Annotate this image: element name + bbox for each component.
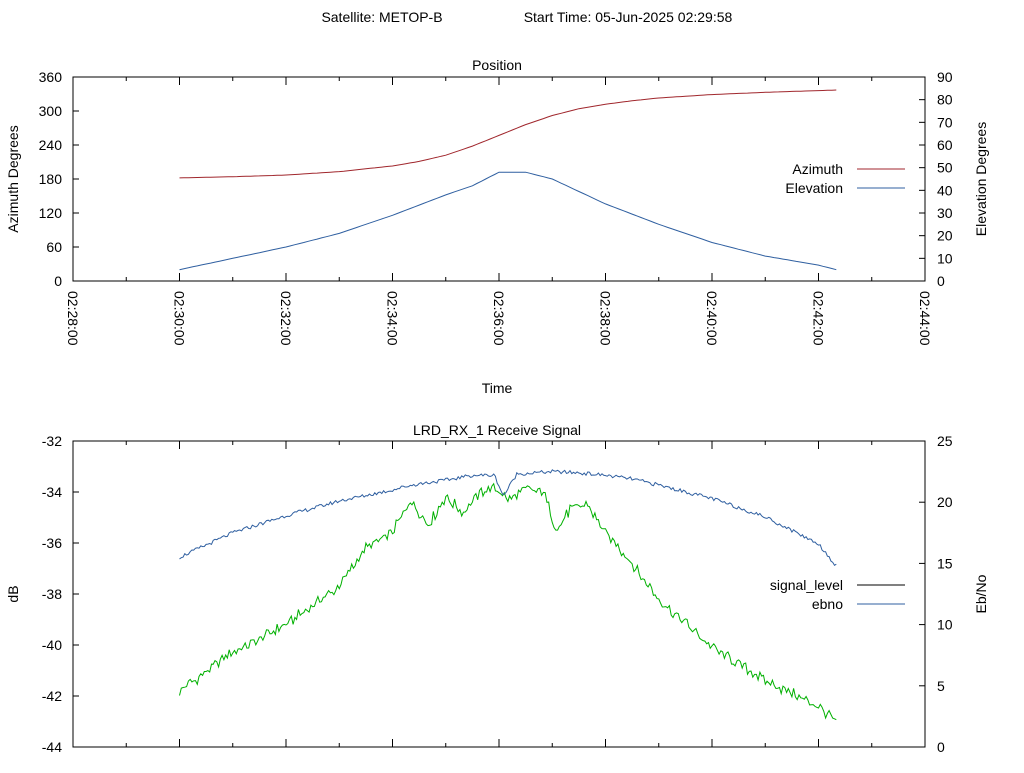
receive-signal-panel: LRD_RX_1 Receive Signal -44-42-40-38-36-…: [5, 422, 989, 755]
y-tick-label: -36: [42, 535, 62, 551]
x-tick-label: 02:32:00: [278, 291, 294, 346]
y-tick-label: -42: [42, 688, 62, 704]
elevation-axis-label: Elevation Degrees: [973, 122, 989, 236]
y2-tick-label: 0: [937, 273, 945, 289]
y2-tick-label: 30: [937, 205, 953, 221]
legend-elevation-label: Elevation: [785, 180, 843, 196]
y-tick-label: -40: [42, 637, 62, 653]
y2-tick-label: 70: [937, 114, 953, 130]
position-plot-frame: [72, 76, 926, 282]
y-tick-label: -38: [42, 586, 62, 602]
y-tick-label: 120: [39, 205, 63, 221]
y2-tick-label: 0: [937, 739, 945, 755]
x-tick-label: 02:42:00: [811, 291, 827, 346]
receive-legend: signal_level ebno: [770, 577, 905, 612]
x-tick-label: 02:36:00: [491, 291, 507, 346]
y2-tick-label: 20: [937, 494, 953, 510]
y-tick-label: 360: [39, 69, 63, 85]
y2-tick-label: 5: [937, 678, 945, 694]
x-tick-label: 02:38:00: [598, 291, 614, 346]
db-axis-label: dB: [5, 585, 21, 602]
y2-tick-label: 80: [937, 92, 953, 108]
azimuth-series-line: [179, 89, 837, 179]
position-series: [179, 89, 837, 271]
y-tick-label: -34: [42, 484, 62, 500]
time-axis-label: Time: [482, 380, 513, 396]
legend-ebno-label: ebno: [812, 596, 843, 612]
y-tick-label: -32: [42, 433, 62, 449]
ebno-series-line: [179, 469, 837, 566]
x-tick-label: 02:28:00: [65, 291, 81, 346]
y2-tick-label: 15: [937, 555, 953, 571]
position-ticks: 0 60 120 180 240 300 360 0 10 20 30 40 50 60 70 80 90 02:…: [39, 69, 953, 346]
receive-ticks: -44 -42 -40 -38 -36 -34 -32 0 5 10 15 20 25: [42, 433, 953, 755]
y2-tick-label: 20: [937, 228, 953, 244]
x-tick-label: 02:40:00: [704, 291, 720, 346]
y2-tick-label: 90: [937, 69, 953, 85]
satellite-label: Satellite: METOP-B: [321, 9, 442, 25]
y2-tick-label: 10: [937, 250, 953, 266]
azimuth-axis-label: Azimuth Degrees: [5, 125, 21, 232]
position-panel: Position 0 60 120 180 240 300 360 0 10 20 30 40 50 60…: [5, 57, 989, 396]
y2-tick-label: 40: [937, 182, 953, 198]
y2-tick-label: 10: [937, 617, 953, 633]
ebno-axis-label: Eb/No: [973, 574, 989, 613]
y-tick-label: 180: [39, 171, 63, 187]
y-tick-label: 60: [46, 239, 62, 255]
position-legend: Azimuth Elevation: [785, 161, 905, 196]
receive-signal-title: LRD_RX_1 Receive Signal: [413, 422, 581, 438]
y-tick-label: 300: [39, 103, 63, 119]
y2-tick-label: 50: [937, 160, 953, 176]
y2-tick-label: 25: [937, 433, 953, 449]
x-tick-label: 02:44:00: [917, 291, 933, 346]
elevation-series-line: [179, 171, 837, 271]
x-tick-label: 02:34:00: [385, 291, 401, 346]
y-tick-label: 240: [39, 137, 63, 153]
start-time-label: Start Time: 05-Jun-2025 02:29:58: [524, 9, 733, 25]
position-title: Position: [472, 57, 522, 73]
y2-tick-label: 60: [937, 137, 953, 153]
signal-level-series-line: [179, 482, 837, 721]
legend-azimuth-label: Azimuth: [792, 161, 843, 177]
y-tick-label: 0: [54, 273, 62, 289]
y-tick-label: -44: [42, 739, 62, 755]
receive-series: [179, 469, 837, 721]
x-tick-label: 02:30:00: [172, 291, 188, 346]
legend-signal-level-label: signal_level: [770, 577, 843, 593]
